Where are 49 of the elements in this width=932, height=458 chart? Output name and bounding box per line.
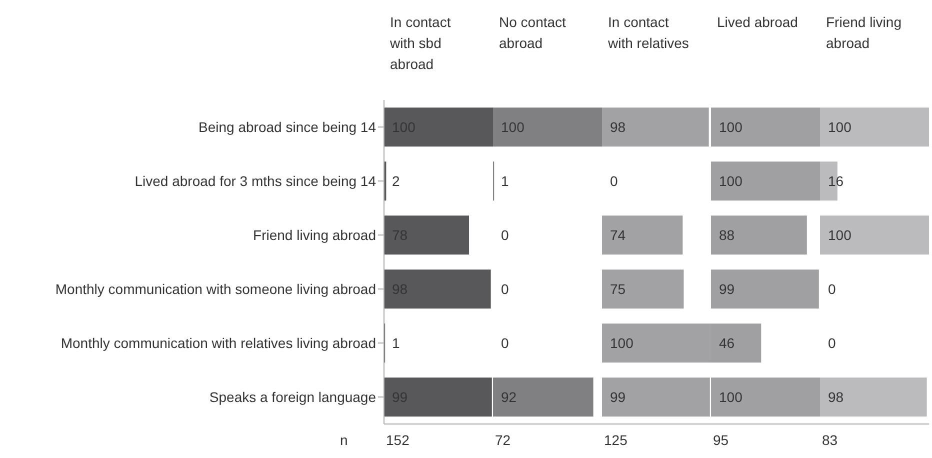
data-label: 0	[610, 173, 618, 190]
data-label: 1	[501, 173, 509, 190]
y-tick-label: Being abroad since being 14	[198, 118, 376, 135]
data-label: 92	[501, 389, 517, 406]
text: n	[340, 432, 348, 448]
y-tick-label: Lived abroad for 3 mths since being 14	[134, 172, 376, 189]
data-label: 16	[828, 173, 844, 190]
data-label: 0	[501, 227, 509, 244]
data-label: 88	[719, 227, 735, 244]
data-label: 74	[610, 227, 626, 244]
data-label: 0	[828, 281, 836, 298]
bar	[602, 216, 683, 255]
y-tick-label: Friend living abroad	[253, 226, 376, 243]
y-tick-label: Monthly communication with relatives living abroad	[60, 334, 376, 351]
data-label: 99	[610, 389, 626, 406]
bar	[711, 270, 819, 309]
data-label: 0	[828, 335, 836, 352]
data-label: 100	[719, 389, 743, 406]
bar	[384, 216, 470, 255]
bar	[711, 216, 807, 255]
chart-title: In contact with sbd abroad	[390, 13, 452, 74]
bar	[602, 270, 684, 309]
data-label: 0	[501, 335, 509, 352]
data-label: 2	[392, 173, 400, 190]
bar	[384, 270, 491, 309]
data-label: 1	[392, 335, 400, 352]
data-label: 46	[719, 335, 735, 352]
text: 152	[386, 432, 410, 448]
text: 83	[822, 432, 838, 448]
data-label: 100	[828, 227, 852, 244]
data-label: 100	[828, 119, 852, 136]
data-label: 100	[610, 335, 634, 352]
data-label: 98	[610, 119, 626, 136]
text: 125	[604, 432, 628, 448]
data-label: 100	[719, 119, 743, 136]
y-tick-label: Monthly communication with someone living abroad	[55, 280, 376, 297]
chart-title: Lived abroad	[717, 13, 799, 32]
data-label: 100	[501, 119, 525, 136]
data-label: 75	[610, 281, 626, 298]
data-label: 99	[719, 281, 735, 298]
data-label: 98	[828, 389, 844, 406]
text: 72	[495, 432, 511, 448]
data-label: 0	[501, 281, 509, 298]
y-tick-label: Speaks a foreign language	[209, 388, 376, 405]
text: 95	[713, 432, 729, 448]
chart-title: In contact with relatives	[608, 13, 690, 53]
chart-title: Friend living abroad	[826, 13, 902, 53]
chart-title: No contact abroad	[499, 13, 567, 53]
data-label: 100	[719, 173, 743, 190]
